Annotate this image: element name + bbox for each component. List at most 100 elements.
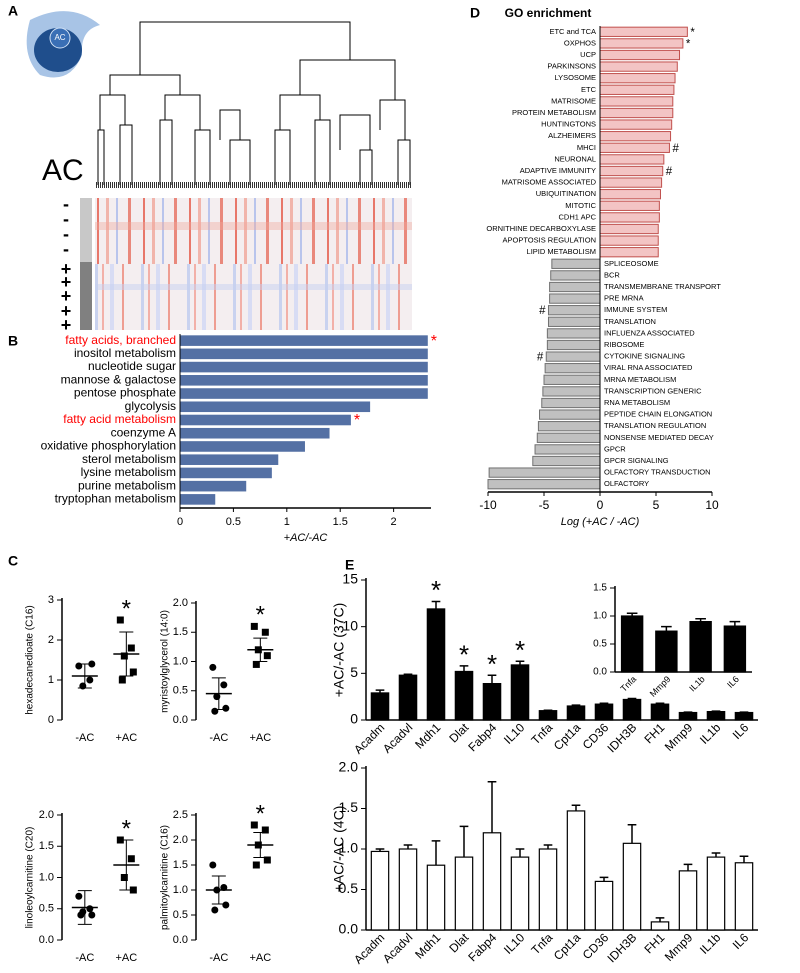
point (222, 901, 230, 909)
panel-label: D (470, 5, 480, 21)
x-tick-label: +AC (115, 952, 137, 964)
group-label: AC (42, 154, 84, 187)
category-label: SPLICEOSOME (604, 259, 659, 268)
error-bar (119, 631, 134, 677)
x-tick-label: -5 (539, 498, 550, 512)
error-bar (487, 674, 497, 684)
category-label: ALZHEIMERS (548, 131, 596, 140)
y-tick-label: 0.5 (173, 909, 188, 921)
row-label: - (63, 224, 69, 244)
bar (599, 96, 674, 107)
x-tick-label: -10 (479, 498, 497, 512)
annotation: # (537, 352, 544, 364)
point (75, 892, 83, 900)
bar (547, 316, 601, 327)
y-tick-label: 0.0 (593, 667, 607, 678)
bar (546, 339, 601, 351)
y-tick-label: 1.0 (593, 611, 607, 622)
bar (180, 375, 428, 386)
icon-label: AC (54, 33, 65, 42)
category-label: OLFACTORY (604, 479, 649, 488)
bar (734, 862, 754, 931)
y-axis-label: +AC/-AC (4C) (331, 806, 347, 893)
y-axis-label: myristoylglycerol (14:0) (160, 610, 171, 713)
category-label: TRANSMEMBRANE TRANSPORT (604, 282, 721, 291)
point (220, 681, 228, 689)
y-tick-label: 1.0 (173, 655, 188, 667)
x-tick-label: Mmp9 (648, 674, 673, 699)
point (209, 861, 217, 869)
error-bar (571, 804, 581, 811)
bar (180, 335, 428, 346)
x-tick-label: IL10 (501, 930, 528, 957)
bar (538, 848, 558, 931)
y-tick-label: 1.0 (339, 840, 359, 856)
bar (599, 107, 674, 119)
y-tick-label: 2.0 (173, 597, 188, 609)
annotation: * (256, 800, 265, 827)
row-label: + (61, 259, 72, 279)
x-tick-label: IL10 (501, 720, 528, 747)
bar (180, 441, 305, 452)
error-bar (211, 875, 226, 905)
category-label: MATRISOME ASSOCIATED (502, 178, 597, 187)
x-tick-label: -AC (209, 952, 228, 964)
bar (566, 705, 586, 721)
x-tick-label: IDH3B (604, 930, 639, 965)
cell-icon: AC (26, 11, 101, 78)
x-tick-label: 1 (284, 516, 290, 528)
x-tick-label: IDH3B (604, 720, 639, 755)
y-tick-label: 0 (48, 714, 54, 726)
x-tick-label: Cpt1a (551, 720, 584, 753)
point (118, 676, 126, 684)
category-label: purine metabolism (78, 478, 176, 492)
annotation: * (431, 575, 441, 605)
error-bar (77, 663, 92, 689)
x-tick-label: +AC (249, 952, 271, 964)
bar (599, 165, 664, 177)
category-label: ORNITHINE DECARBOXYLASE (486, 224, 596, 233)
row-label: + (61, 315, 72, 335)
bar (487, 479, 601, 490)
x-tick-label: Cpt1a (551, 930, 584, 963)
x-tick-label: IL1b (697, 720, 724, 747)
error-bar (599, 702, 609, 705)
bar (650, 921, 670, 931)
annotation: * (256, 602, 265, 629)
annotation: # (672, 143, 679, 155)
category-label: lysine metabolism (81, 465, 176, 479)
point (222, 704, 230, 712)
x-tick-label: 0 (177, 516, 183, 528)
bar (510, 856, 530, 931)
bar (550, 270, 601, 281)
annotation: * (515, 635, 525, 665)
point (250, 622, 258, 630)
error-bar (627, 697, 637, 700)
bar (370, 850, 390, 931)
annotation: # (666, 166, 673, 178)
bar (599, 49, 681, 61)
bar (549, 281, 601, 293)
y-tick-label: 1.5 (339, 799, 359, 815)
y-tick-label: 0.0 (173, 934, 188, 946)
y-axis-label: palmitoylcarnitine (C16) (160, 825, 171, 930)
point (261, 628, 269, 636)
bar (622, 842, 642, 931)
bar (180, 388, 428, 399)
category-label: PEPTIDE CHAIN ELONGATION (604, 410, 712, 419)
bar (622, 698, 642, 721)
y-tick-label: 5 (350, 664, 358, 680)
bar (454, 856, 474, 931)
bar (545, 351, 601, 362)
y-tick-label: 10 (342, 617, 358, 633)
bar (180, 494, 216, 505)
panel-label: C (8, 553, 18, 569)
annotation: * (122, 815, 131, 842)
chart-title: GO enrichment (505, 6, 592, 20)
x-tick-label: 5 (653, 498, 660, 512)
point (261, 826, 269, 834)
bar (599, 223, 659, 235)
annotation: * (487, 649, 497, 679)
bar (734, 711, 754, 721)
bar (398, 674, 418, 721)
